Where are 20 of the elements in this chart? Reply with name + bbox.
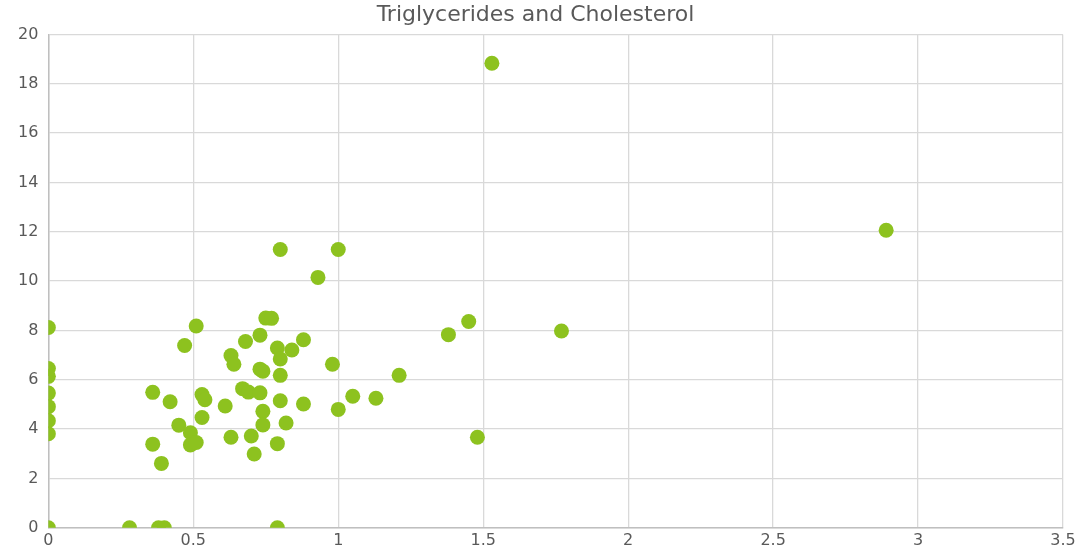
x-tick-label: 2 [623, 529, 634, 549]
x-tick-label: 1.5 [470, 529, 496, 549]
y-tick-label: 14 [18, 171, 39, 191]
y-tick-label: 10 [18, 270, 39, 290]
y-tick-label: 16 [18, 122, 39, 142]
y-tick-label: 0 [28, 516, 39, 536]
x-tick-label: 0 [43, 529, 54, 549]
x-tick-label: 3.5 [1050, 529, 1076, 549]
x-tick-label: 2.5 [760, 529, 786, 549]
y-tick-label: 4 [28, 418, 39, 438]
y-tick-label: 18 [18, 72, 39, 92]
x-tick-label: 3 [912, 529, 924, 549]
y-tick-label: 20 [18, 23, 39, 43]
y-tick-label: 8 [28, 319, 39, 339]
y-tick-label: 12 [18, 220, 39, 240]
y-tick-label: 2 [28, 467, 39, 487]
x-tick-label: 1 [333, 529, 344, 549]
y-tick-label: 6 [28, 368, 39, 388]
x-tick-label: 0.5 [180, 529, 207, 549]
chart-title: Triglycerides and Cholesterol [375, 0, 695, 26]
